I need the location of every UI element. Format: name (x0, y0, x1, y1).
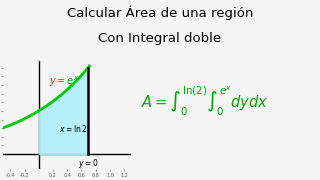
Text: Calcular Área de una región: Calcular Área de una región (67, 5, 253, 20)
Text: Con Integral doble: Con Integral doble (99, 32, 221, 45)
Text: $x = \ln 2$: $x = \ln 2$ (59, 123, 87, 134)
Text: $A = \int_{0}^{\ln(2)} \int_{0}^{e^x} dydx$: $A = \int_{0}^{\ln(2)} \int_{0}^{e^x} dy… (141, 84, 268, 118)
Text: $y = e^{x}$: $y = e^{x}$ (49, 74, 80, 89)
Text: $y = 0$: $y = 0$ (78, 157, 98, 170)
